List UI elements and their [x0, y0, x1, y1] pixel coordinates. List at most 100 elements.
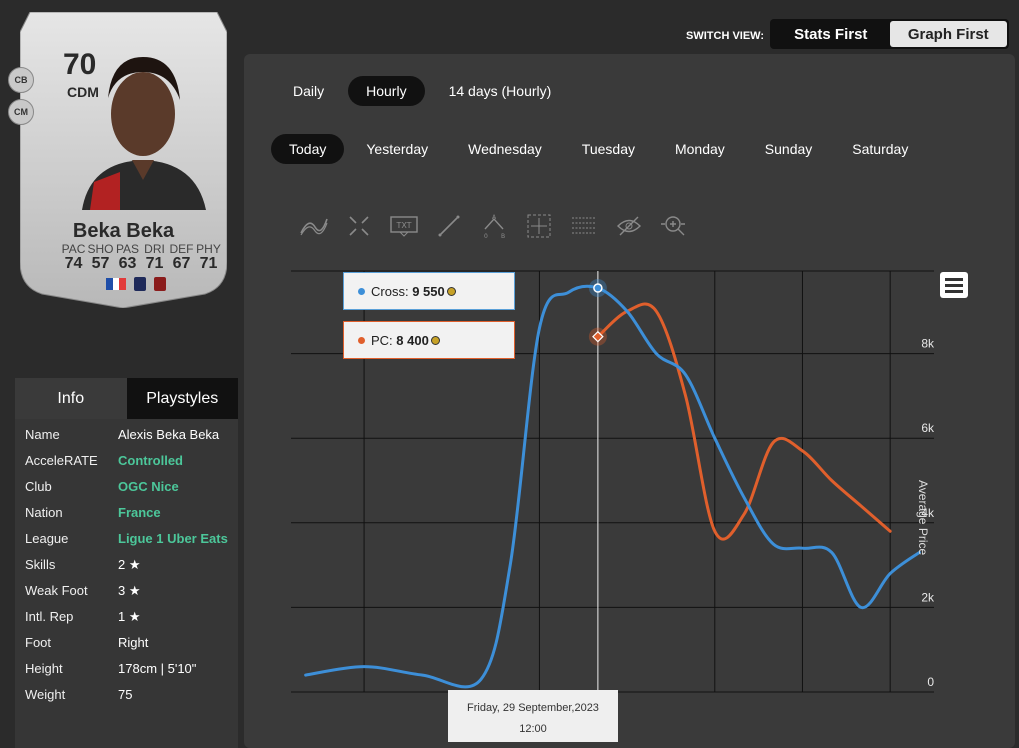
y-tick-label: 8k	[921, 337, 935, 351]
switch-view-toggle: Stats First Graph First	[770, 19, 1009, 49]
y-tick-label: 6k	[921, 421, 935, 435]
switch-view-label: SWITCH VIEW:	[686, 30, 765, 42]
cross-hover-point	[593, 283, 603, 293]
y-axis-label: Average Price	[916, 480, 930, 556]
grid-icon[interactable]	[568, 210, 600, 242]
coin-icon	[446, 286, 456, 296]
stat-label: PHY	[196, 242, 221, 256]
info-key: AcceleRATE	[25, 453, 98, 468]
card-stat-labels: PAC SHO PAS DRI DEF PHY	[60, 242, 230, 256]
text-icon[interactable]: TXT	[388, 210, 420, 242]
graph-first-button[interactable]: Graph First	[889, 21, 1007, 47]
hide-icon[interactable]	[613, 210, 645, 242]
info-row-foot: Foot Right	[25, 635, 238, 651]
info-value-link[interactable]: Controlled	[118, 453, 183, 468]
measure-icon[interactable]	[523, 210, 555, 242]
pc-dot-icon	[358, 336, 365, 344]
info-value: 75	[118, 687, 133, 702]
card-position: CDM	[67, 84, 99, 100]
tab-tuesday[interactable]: Tuesday	[581, 141, 635, 157]
info-panel: Info Playstyles Name Alexis Beka Beka Acc…	[15, 378, 238, 748]
info-value: 178cm | 5'10"	[118, 661, 197, 676]
pattern-icon[interactable]: A 0 B	[478, 210, 510, 242]
pc-price-line	[596, 302, 892, 541]
stat-value: 67	[172, 255, 191, 272]
club-link[interactable]: OGC Nice	[118, 479, 179, 494]
fullscreen-icon[interactable]	[343, 210, 375, 242]
coin-icon	[430, 335, 440, 345]
tooltip-pc-label: PC:	[371, 332, 393, 348]
stat-label: PAS	[115, 242, 140, 256]
info-key: Club	[25, 479, 52, 494]
svg-text:A: A	[492, 214, 497, 221]
france-flag-icon	[106, 278, 127, 290]
info-row-accelerate: AcceleRATE Controlled	[25, 453, 238, 469]
tab-monday[interactable]: Monday	[674, 141, 725, 157]
line-icon[interactable]	[433, 210, 465, 242]
league-link[interactable]: Ligue 1 Uber Eats	[118, 531, 228, 546]
stat-label: PAC	[61, 242, 86, 256]
tab-yesterday[interactable]: Yesterday	[366, 141, 429, 157]
svg-text:B: B	[501, 233, 505, 239]
zoom-icon[interactable]	[658, 210, 690, 242]
y-tick-label: 0	[927, 675, 934, 689]
info-key: Height	[25, 661, 63, 676]
y-tick-label: 4k	[921, 506, 935, 520]
chart-toolbar: TXT A 0 B	[298, 210, 690, 242]
stat-value: 63	[118, 255, 137, 272]
info-tabs: Info Playstyles	[15, 378, 238, 419]
info-key: Weak Foot	[25, 583, 88, 598]
stat-value: 74	[64, 255, 83, 272]
chart-series	[304, 284, 921, 689]
tab-saturday[interactable]: Saturday	[852, 141, 909, 157]
info-key: Skills	[25, 557, 56, 572]
tab-hourly[interactable]: Hourly	[348, 76, 425, 106]
chart-menu-button[interactable]	[940, 272, 968, 298]
player-card: 70 CDM Beka Beka PAC SHO PAS DRI DEF PHY…	[20, 12, 227, 308]
info-rows: Name Alexis Beka Beka AcceleRATE Controlle…	[15, 419, 238, 703]
svg-text:TXT: TXT	[395, 221, 411, 230]
tab-info[interactable]: Info	[15, 378, 127, 419]
tab-wednesday[interactable]: Wednesday	[468, 141, 542, 157]
tab-sunday[interactable]: Sunday	[764, 141, 813, 157]
league-badge-icon	[134, 277, 146, 291]
info-row-height: Height 178cm | 5'10"	[25, 661, 238, 677]
tab-today[interactable]: Today	[271, 134, 345, 164]
stat-label: DRI	[144, 242, 165, 256]
day-tabs: Today Yesterday Wednesday Tuesday Monday…	[271, 134, 926, 164]
info-row-nation: Nation France	[25, 505, 238, 521]
club-badge-icon	[154, 277, 166, 291]
card-player-name: Beka Beka	[72, 220, 175, 242]
tab-14-days-hourly[interactable]: 14 days (Hourly)	[448, 83, 552, 99]
stats-first-button[interactable]: Stats First	[794, 25, 868, 43]
info-value: 1 ★	[118, 609, 141, 624]
tab-playstyles[interactable]: Playstyles	[126, 378, 238, 419]
info-row-skills: Skills 2 ★	[25, 557, 238, 573]
tooltip-cross: Cross: 9 550	[343, 272, 515, 310]
tab-daily[interactable]: Daily	[293, 83, 325, 99]
trend-line-icon[interactable]	[298, 210, 330, 242]
alt-position-cb[interactable]: CB	[8, 67, 34, 93]
card-stat-values: 74 57 63 71 67 71	[60, 255, 230, 273]
info-row-intl-rep: Intl. Rep 1 ★	[25, 609, 238, 625]
info-key: Name	[25, 427, 60, 442]
date-tooltip-date: Friday, 29 September,2023	[467, 702, 599, 714]
player-photo	[82, 57, 206, 210]
info-key: League	[25, 531, 69, 546]
stat-value: 71	[145, 255, 164, 272]
pc-hover-point	[592, 330, 604, 343]
info-key: Weight	[25, 687, 66, 702]
info-value: Alexis Beka Beka	[118, 427, 220, 442]
alt-position-cm[interactable]: CM	[8, 99, 34, 125]
stat-label: SHO	[87, 242, 114, 256]
info-key: Foot	[25, 635, 52, 650]
y-tick-label: 2k	[921, 590, 935, 604]
period-tabs: Daily Hourly 14 days (Hourly)	[275, 76, 569, 106]
tooltip-cross-label: Cross:	[371, 283, 409, 299]
card-rating: 70	[63, 48, 97, 81]
date-tooltip: Friday, 29 September,2023 12:00	[448, 690, 618, 742]
cross-dot-icon	[358, 287, 365, 295]
info-value: 2 ★	[118, 557, 141, 572]
nation-link[interactable]: France	[118, 505, 161, 520]
hover-cursor	[588, 271, 607, 692]
